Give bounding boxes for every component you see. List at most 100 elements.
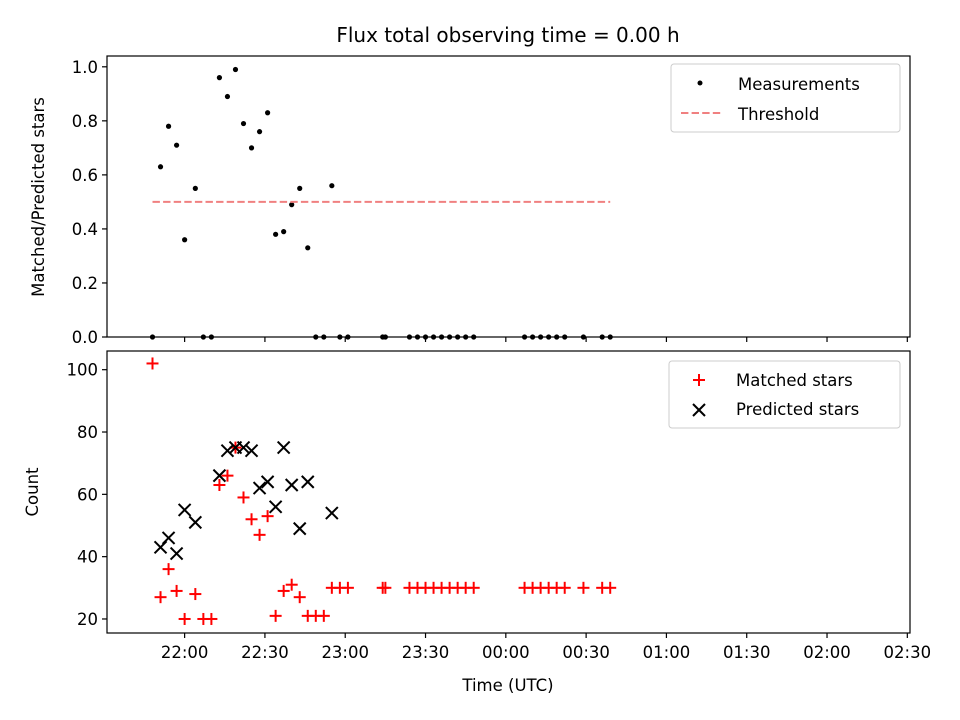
ratio-y-tick-label: 0.0	[72, 328, 98, 347]
measurements-point	[329, 183, 335, 189]
matched-stars-point	[467, 581, 480, 594]
count-legend-box	[668, 360, 901, 429]
predicted-stars-point	[301, 475, 315, 489]
measurements-point	[248, 145, 255, 151]
ratio-y-tick-label: 0.6	[72, 166, 98, 185]
ratio-y-ticks: 0.0 0.2 0.4 0.6 0.8 1.0	[72, 58, 107, 347]
legend-label-measurements: Measurements	[738, 75, 860, 94]
legend-label-threshold: Threshold	[737, 105, 819, 124]
x-tick-label: 02:00	[803, 643, 851, 662]
count-y-axis-label: Count	[23, 467, 42, 517]
predicted-stars-point	[284, 478, 299, 492]
chart-title: Flux total observing time = 0.00 h	[336, 23, 679, 47]
x-tick-label: 23:30	[402, 643, 450, 662]
measurements-point	[265, 110, 271, 116]
ratio-y-tick-label: 0.2	[72, 274, 98, 293]
predicted-stars-point	[293, 521, 307, 536]
measurements-point	[289, 202, 295, 208]
count-y-tick-label: 100	[67, 361, 99, 380]
matched-stars-point	[146, 357, 159, 370]
matched-stars-point	[237, 491, 250, 504]
count-legend: Matched stars Predicted stars	[668, 360, 901, 429]
matched-stars-point	[162, 563, 175, 576]
measurements-point	[224, 93, 231, 100]
measurements-point	[256, 129, 263, 135]
predicted-stars-point	[244, 444, 259, 458]
ratio-y-axis-label: Matched/Predicted stars	[29, 97, 48, 297]
count-marks	[146, 357, 617, 625]
matched-stars-point	[285, 578, 298, 591]
predicted-stars-point	[268, 500, 283, 514]
matched-stars-point	[178, 612, 191, 625]
measurements-point	[297, 185, 303, 191]
ratio-axes-frame	[106, 55, 911, 338]
legend-marker-predicted-stars	[692, 403, 706, 417]
matched-stars-point	[253, 528, 266, 541]
x-tick-label: 22:30	[241, 643, 289, 662]
matched-stars-point	[293, 591, 306, 604]
measurements-point	[192, 185, 198, 191]
legend-label-predicted-stars: Predicted stars	[736, 400, 859, 419]
legend-marker-measurements	[697, 80, 703, 86]
measurements-point	[305, 245, 311, 251]
measurements-point	[157, 164, 164, 170]
predicted-stars-point	[177, 503, 192, 517]
matched-stars-point	[154, 591, 167, 604]
matched-stars-point	[221, 469, 234, 482]
predicted-stars-point	[276, 440, 291, 455]
measurements-point	[165, 123, 172, 129]
predicted-stars-point	[236, 440, 251, 455]
ratio-legend-box	[670, 63, 901, 133]
count-y-tick-label: 80	[77, 423, 98, 442]
ratio-y-tick-label: 1.0	[72, 58, 98, 77]
ratio-x-ticks	[184, 337, 908, 342]
measurements-point	[232, 66, 239, 73]
x-tick-label: 00:00	[482, 643, 530, 662]
count-y-tick-label: 40	[77, 548, 98, 567]
legend-label-matched-stars: Matched stars	[736, 371, 853, 390]
x-tick-label: 01:30	[723, 643, 771, 662]
ratio-panel: Flux total observing time = 0.00 h 0.00.…	[29, 23, 911, 347]
predicted-stars-point	[325, 506, 339, 520]
count-y-ticks: 20 40 60 80 100	[67, 361, 107, 629]
predicted-stars-point	[260, 475, 275, 489]
x-tick-label: 22:00	[161, 643, 209, 662]
measurements-point	[240, 120, 247, 127]
predicted-stars-point	[161, 531, 176, 545]
x-tick-label: 23:00	[321, 643, 369, 662]
predicted-stars-point	[220, 444, 235, 458]
matched-stars-point	[245, 513, 258, 526]
matched-stars-point	[317, 609, 330, 622]
ratio-y-tick-label: 0.8	[72, 112, 98, 131]
predicted-stars-point	[252, 481, 267, 495]
matched-stars-point	[379, 581, 392, 594]
ratio-y-tick-label: 0.4	[72, 220, 98, 239]
matched-stars-point	[558, 581, 571, 594]
matched-stars-point	[269, 609, 282, 622]
ratio-legend: Measurements Threshold	[670, 63, 901, 133]
count-panel: 20 40 60 80 100 22:00 22:30 23:00 23:30 00:00 00:…	[23, 350, 931, 695]
measurements-point	[281, 229, 287, 235]
x-tick-label: 02:30	[884, 643, 932, 662]
matched-stars-point	[170, 584, 183, 597]
matched-stars-point	[189, 588, 202, 601]
count-y-tick-label: 60	[77, 485, 98, 504]
predicted-stars-point	[188, 515, 203, 530]
x-tick-label: 00:30	[562, 643, 610, 662]
matched-stars-point	[604, 581, 617, 594]
matched-stars-point	[341, 581, 354, 594]
matched-stars-point	[261, 510, 274, 523]
measurements-point	[216, 75, 223, 81]
measurements-point	[173, 142, 180, 148]
measurements-point	[273, 231, 279, 237]
x-axis-label: Time (UTC)	[461, 676, 553, 695]
matched-stars-point	[277, 584, 290, 597]
matched-stars-point	[577, 581, 590, 594]
count-x-ticks: 22:00 22:30 23:00 23:30 00:00 00:30 01:00 01:30…	[161, 633, 931, 662]
predicted-stars-point	[169, 546, 184, 561]
count-axes-frame	[106, 350, 911, 634]
predicted-stars-point	[212, 468, 227, 483]
measurements-point	[182, 237, 188, 243]
x-tick-label: 01:00	[643, 643, 691, 662]
